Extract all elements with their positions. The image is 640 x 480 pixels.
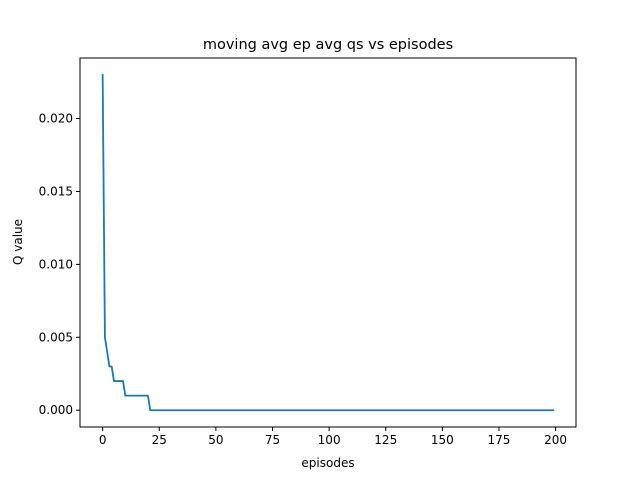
y-tick-label: 0.005 <box>39 330 73 344</box>
chart-title: moving avg ep avg qs vs episodes <box>203 37 453 53</box>
x-tick-label: 150 <box>431 433 454 447</box>
series-line-0 <box>101 73 555 412</box>
series-layer <box>101 73 555 412</box>
x-tick-label: 25 <box>152 433 167 447</box>
x-tick-label: 125 <box>374 433 397 447</box>
x-tick-label: 175 <box>488 433 511 447</box>
y-axis-title: Q value <box>11 219 25 265</box>
x-axis-title: episodes <box>301 456 354 470</box>
x-tick-label: 75 <box>265 433 280 447</box>
y-tick-label: 0.000 <box>39 403 73 417</box>
y-axis-ticks: 0.000 0.005 0.010 0.015 0.020 <box>39 112 80 417</box>
x-axis-ticks: 0 25 50 75 100 125 150 175 200 <box>99 427 567 447</box>
x-tick-label: 50 <box>208 433 223 447</box>
x-tick-label: 200 <box>544 433 567 447</box>
y-tick-label: 0.015 <box>39 184 73 198</box>
plot-frame <box>79 57 577 428</box>
x-tick-label: 100 <box>318 433 341 447</box>
x-tick-label: 0 <box>99 433 107 447</box>
y-tick-label: 0.010 <box>39 257 73 271</box>
plot-area-frame <box>79 57 577 428</box>
y-tick-label: 0.020 <box>39 112 73 126</box>
